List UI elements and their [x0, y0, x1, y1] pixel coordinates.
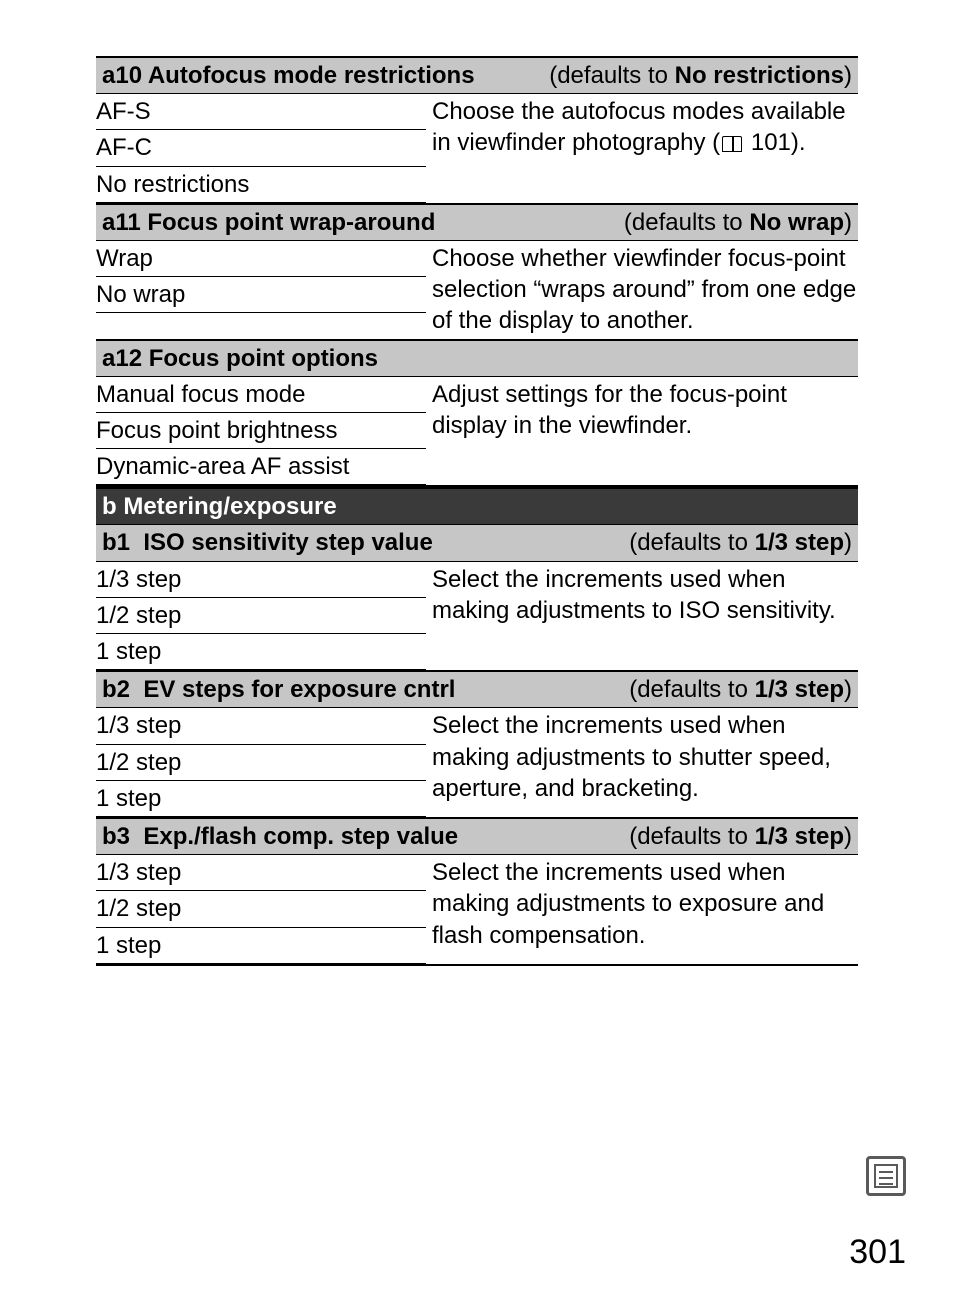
section-name: Autofocus mode restrictions — [148, 62, 475, 89]
section-name: EV steps for exposure cntrl — [143, 676, 455, 703]
option-item: 1/3 step — [96, 855, 426, 891]
section-header-a12: a12 Focus point options — [96, 339, 858, 377]
section-title: b2 EV steps for exposure cntrl — [102, 674, 629, 705]
section-description: Select the increments used when making a… — [426, 562, 858, 671]
section-title: a12 Focus point options — [102, 343, 852, 374]
section-code: b3 — [102, 823, 130, 850]
section-content-a10: AF-S AF-C No restrictions Choose the aut… — [96, 94, 858, 203]
options-list: 1/3 step 1/2 step 1 step — [96, 708, 426, 817]
section-header-a11: a11 Focus point wrap-around (defaults to… — [96, 203, 858, 241]
section-description: Adjust settings for the focus-point disp… — [426, 377, 858, 486]
menu-table: a10 Autofocus mode restrictions (default… — [96, 56, 858, 966]
section-description: Choose whether viewfinder focus-point se… — [426, 241, 858, 339]
section-description: Select the increments used when making a… — [426, 855, 858, 964]
section-default: (defaults to 1/3 step) — [629, 821, 852, 852]
option-item: No wrap — [96, 277, 426, 313]
option-item: No restrictions — [96, 167, 426, 203]
page-number: 301 — [849, 1230, 906, 1274]
section-content-b1: 1/3 step 1/2 step 1 step Select the incr… — [96, 562, 858, 671]
section-header-a10: a10 Autofocus mode restrictions (default… — [96, 56, 858, 94]
section-code: b2 — [102, 676, 130, 703]
section-name: Focus point wrap-around — [147, 209, 435, 236]
section-default: (defaults to No wrap) — [624, 207, 852, 238]
option-item: AF-S — [96, 94, 426, 130]
menu-icon-inner — [874, 1164, 898, 1188]
section-content-a11: Wrap No wrap Choose whether viewfinder f… — [96, 241, 858, 339]
section-header-b1: b1 ISO sensitivity step value (defaults … — [96, 524, 858, 561]
options-list: 1/3 step 1/2 step 1 step — [96, 562, 426, 671]
section-default: (defaults to No restrictions) — [549, 60, 852, 91]
book-icon — [722, 136, 742, 152]
option-item: Focus point brightness — [96, 413, 426, 449]
section-header-b3: b3 Exp./flash comp. step value (defaults… — [96, 817, 858, 855]
options-list: Manual focus mode Focus point brightness… — [96, 377, 426, 486]
section-content-a12: Manual focus mode Focus point brightness… — [96, 377, 858, 488]
option-item: Manual focus mode — [96, 377, 426, 413]
section-content-b3: 1/3 step 1/2 step 1 step Select the incr… — [96, 855, 858, 966]
section-title: b3 Exp./flash comp. step value — [102, 821, 629, 852]
section-default: (defaults to 1/3 step) — [629, 527, 852, 558]
section-title: b1 ISO sensitivity step value — [102, 527, 629, 558]
section-description: Choose the autofocus modes available in … — [426, 94, 858, 203]
section-code: a11 — [102, 209, 141, 236]
section-default: (defaults to 1/3 step) — [629, 674, 852, 705]
section-content-b2: 1/3 step 1/2 step 1 step Select the incr… — [96, 708, 858, 817]
menu-icon — [866, 1156, 906, 1196]
section-name: ISO sensitivity step value — [143, 529, 432, 556]
option-item: 1/3 step — [96, 708, 426, 744]
option-item: Dynamic-area AF assist — [96, 449, 426, 485]
section-header-b2: b2 EV steps for exposure cntrl (defaults… — [96, 670, 858, 708]
option-item: 1/2 step — [96, 598, 426, 634]
options-list: Wrap No wrap — [96, 241, 426, 339]
option-item: 1/3 step — [96, 562, 426, 598]
section-name: Focus point options — [149, 345, 378, 372]
option-item: Wrap — [96, 241, 426, 277]
section-description: Select the increments used when making a… — [426, 708, 858, 817]
option-item: 1 step — [96, 781, 426, 817]
section-code: b1 — [102, 529, 130, 556]
section-title: a10 Autofocus mode restrictions — [102, 60, 549, 91]
option-item: 1/2 step — [96, 891, 426, 927]
section-title: a11 Focus point wrap-around — [102, 207, 624, 238]
option-item: 1 step — [96, 928, 426, 964]
section-name: Exp./flash comp. step value — [143, 823, 458, 850]
options-list: AF-S AF-C No restrictions — [96, 94, 426, 203]
option-item: 1/2 step — [96, 745, 426, 781]
category-header-b: b Metering/exposure — [96, 487, 858, 524]
option-item: AF-C — [96, 130, 426, 166]
option-item: 1 step — [96, 634, 426, 670]
section-code: a12 — [102, 345, 142, 372]
section-code: a10 — [102, 62, 142, 89]
options-list: 1/3 step 1/2 step 1 step — [96, 855, 426, 964]
